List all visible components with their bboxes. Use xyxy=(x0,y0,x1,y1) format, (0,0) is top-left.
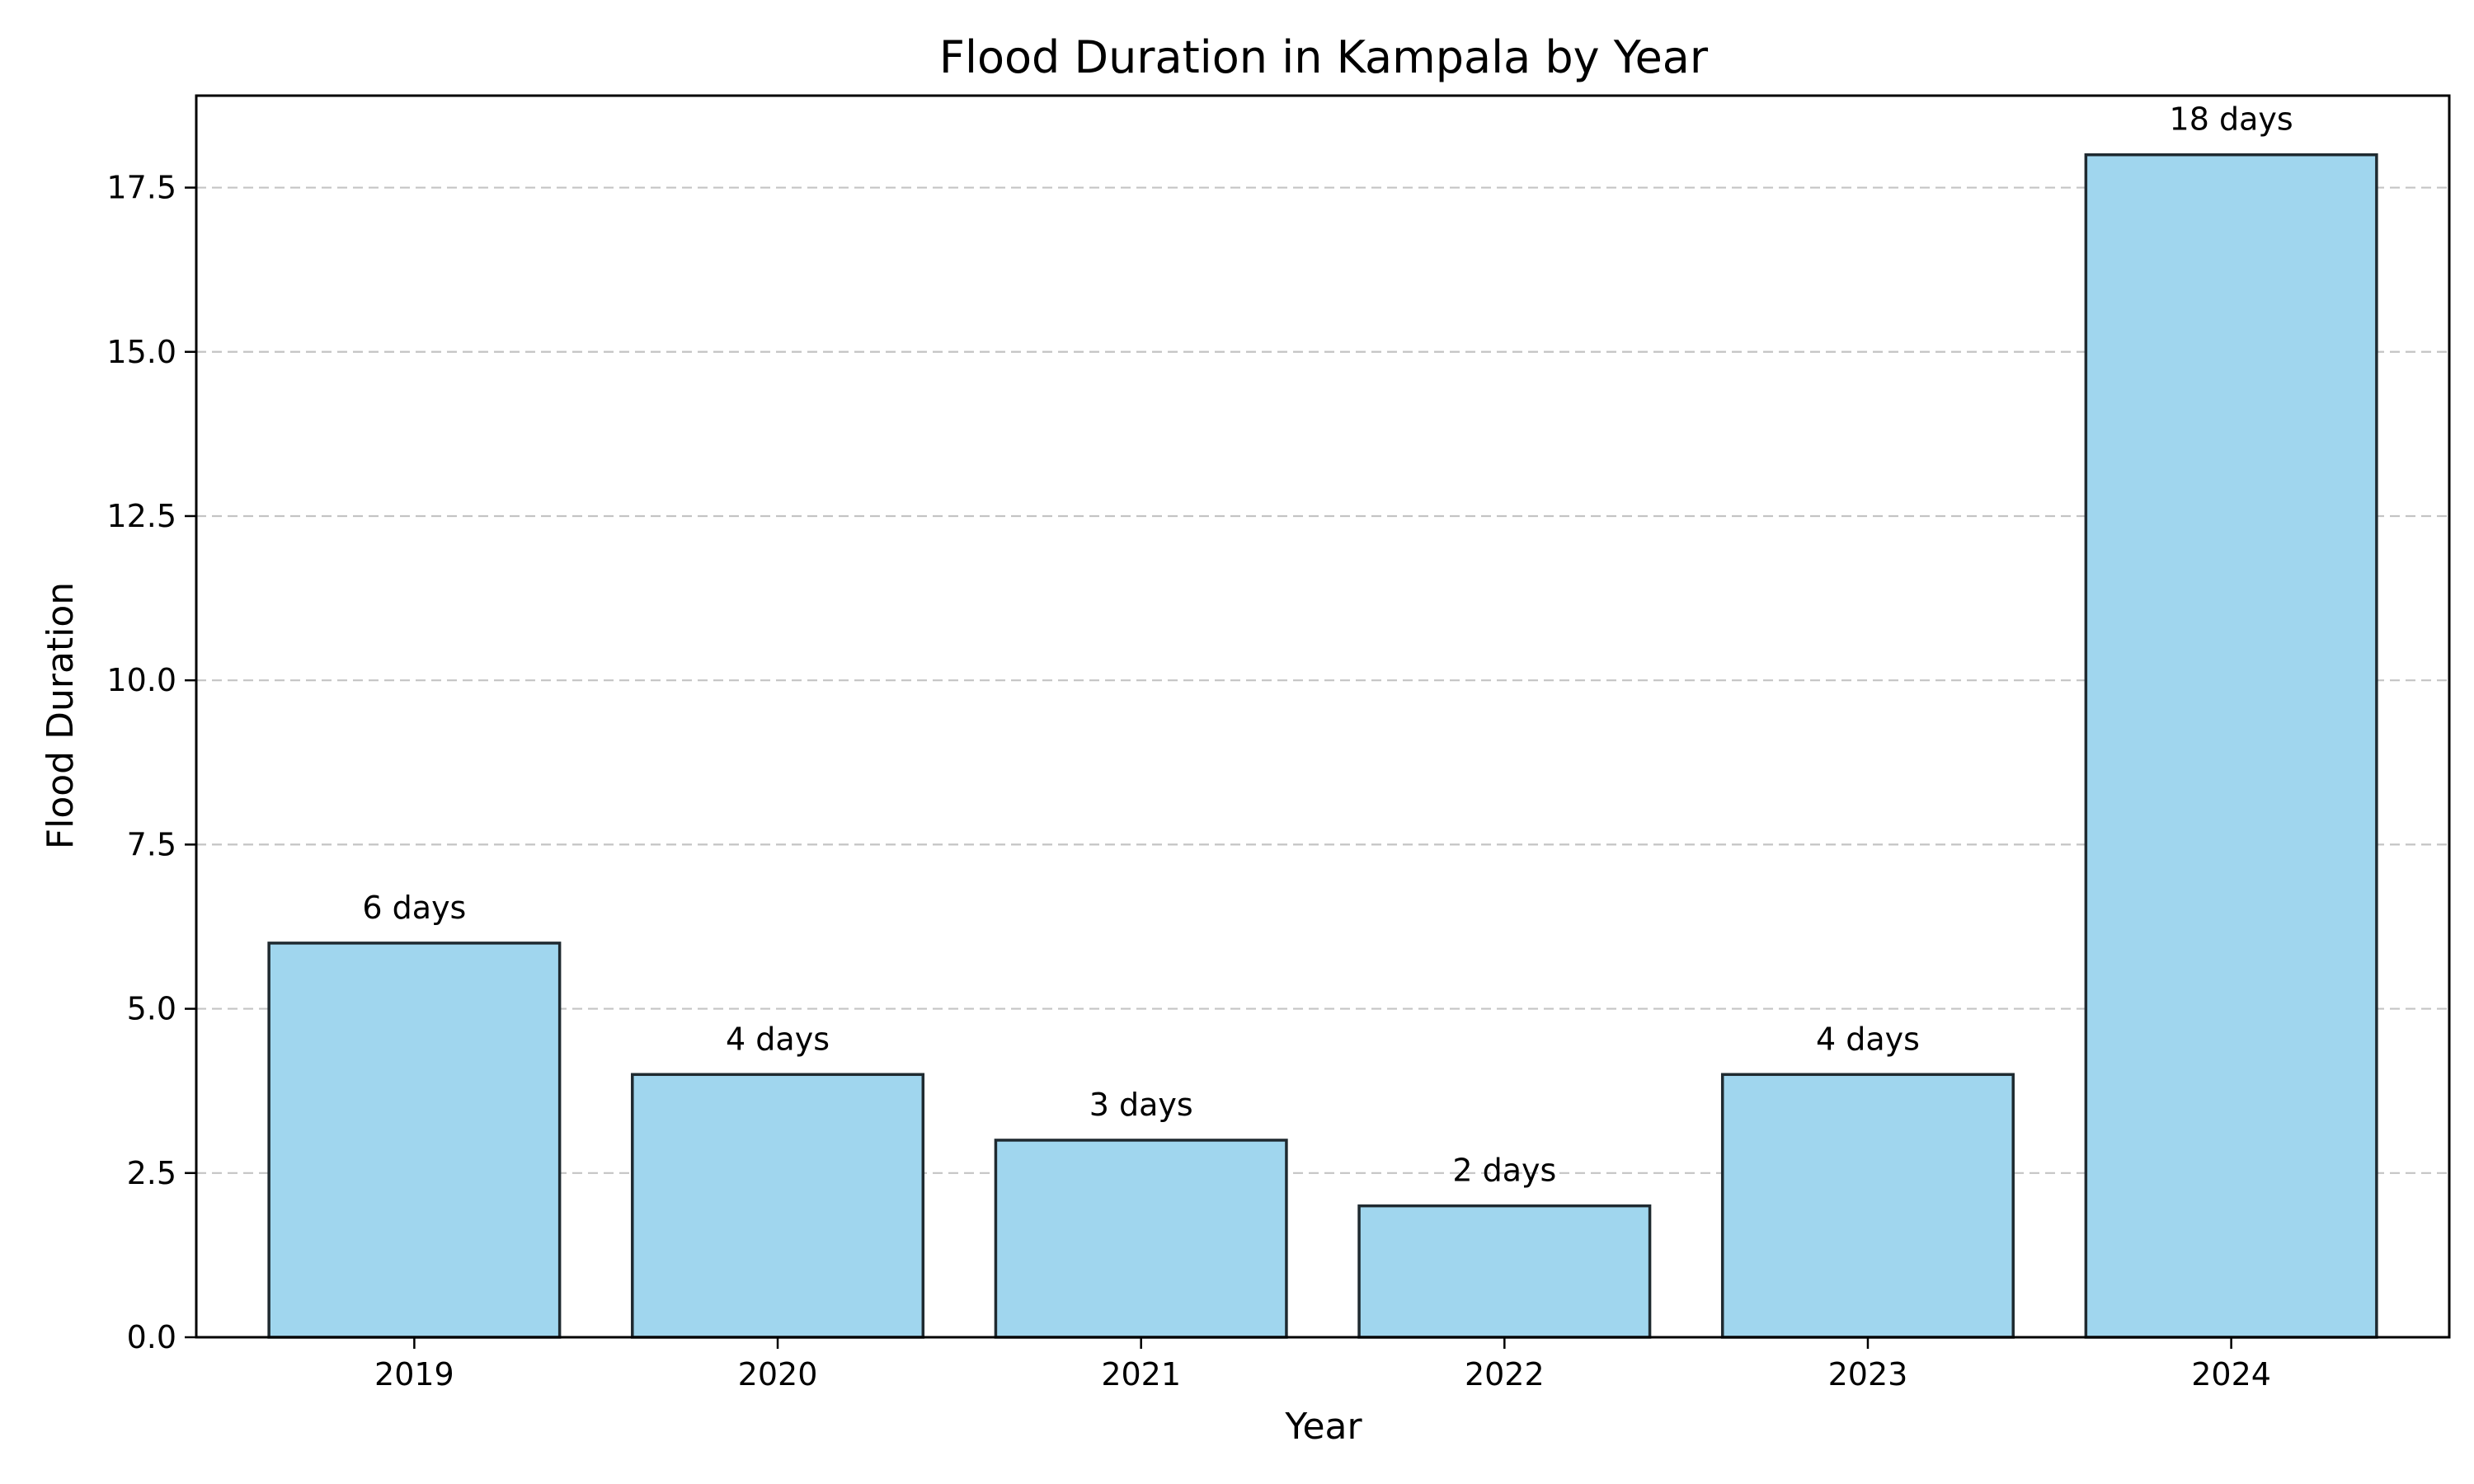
y-axis-label: Flood Duration xyxy=(40,582,82,849)
y-tick-label: 5.0 xyxy=(127,991,176,1027)
y-axis-ticks: 0.0 2.5 5.0 7.5 10.0 12.5 15.0 17.5 xyxy=(106,170,196,1355)
data-label-2020: 4 days xyxy=(726,1021,830,1057)
bar-2021 xyxy=(994,1139,1288,1339)
data-label-2022: 2 days xyxy=(1452,1153,1556,1189)
y-tick-label: 2.5 xyxy=(127,1155,176,1191)
bar-2020 xyxy=(631,1073,925,1339)
bar-2022 xyxy=(1357,1204,1652,1339)
bar-2019 xyxy=(267,942,562,1339)
x-axis-label: Year xyxy=(1284,1406,1362,1448)
plot-area-frame xyxy=(195,94,2451,1339)
bar-2024 xyxy=(2084,153,2378,1339)
y-tick-label: 17.5 xyxy=(106,170,176,206)
chart-title: Flood Duration in Kampala by Year xyxy=(939,31,1709,83)
y-tick-label: 12.5 xyxy=(106,498,176,534)
data-label-2021: 3 days xyxy=(1089,1087,1193,1123)
bars xyxy=(267,153,2378,1339)
y-tick-label: 10.0 xyxy=(106,662,176,698)
x-tick-label-2020: 2020 xyxy=(738,1356,818,1392)
y-tick-label: 15.0 xyxy=(106,334,176,370)
y-tick-label: 7.5 xyxy=(127,826,176,862)
x-axis-ticks: 2019 2020 2021 2022 2023 2024 xyxy=(374,1337,2271,1392)
x-tick-label-2022: 2022 xyxy=(1465,1356,1545,1392)
x-tick-label-2019: 2019 xyxy=(374,1356,454,1392)
x-tick-label-2021: 2021 xyxy=(1101,1356,1181,1392)
y-tick-label: 0.0 xyxy=(127,1319,176,1355)
data-label-2019: 6 days xyxy=(362,890,466,926)
data-labels: 6 days 4 days 3 days 2 days 4 days 18 days xyxy=(362,101,2293,1189)
data-label-2023: 4 days xyxy=(1816,1021,1920,1057)
data-label-2024: 18 days xyxy=(2170,101,2293,138)
x-tick-label-2023: 2023 xyxy=(1828,1356,1908,1392)
x-tick-label-2024: 2024 xyxy=(2191,1356,2271,1392)
bar-2023 xyxy=(1720,1073,2015,1339)
